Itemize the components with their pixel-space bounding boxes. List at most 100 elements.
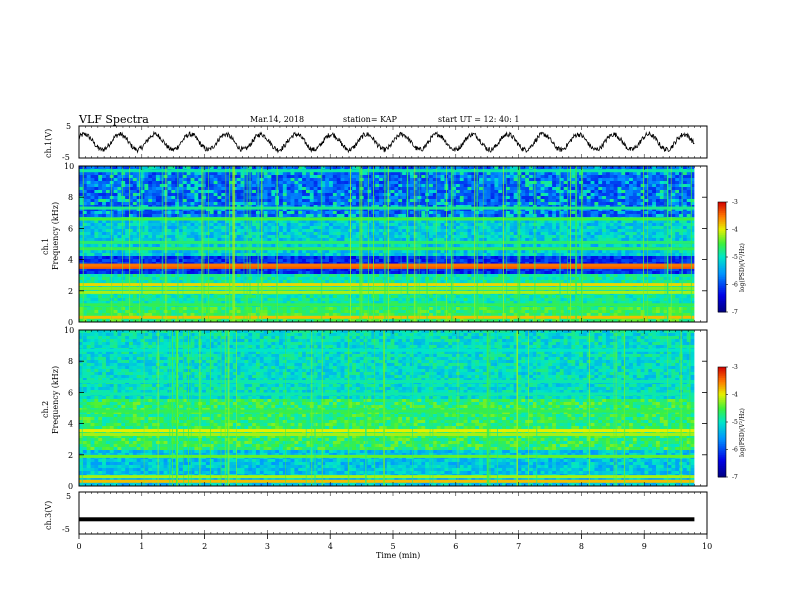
spectrogram-cell [105,250,111,254]
spectrogram-cell [309,226,315,230]
spectrogram-cell [409,193,415,197]
spectrogram-cell [175,211,180,215]
spectrogram-cell [205,196,211,200]
spectrogram-cell [198,214,203,218]
spectrogram-cell [244,187,249,191]
spectrogram-cell [282,238,288,242]
spectrogram-cell [617,256,622,260]
spectrogram-cell [144,172,149,176]
spectrogram-cell [409,190,415,194]
spectrogram-cell [98,187,103,191]
spectrogram-cell [155,181,161,185]
spectrogram-cell [79,208,84,212]
spectrogram-cell [332,256,338,260]
spectrogram-cell [629,202,634,206]
spectrogram-cell [502,229,507,233]
spectrogram-cell [305,178,311,182]
spectrogram-cell [667,208,672,212]
spectrogram-cell [602,184,607,188]
spectrogram-cell [490,166,495,170]
spectrogram-cell [267,175,272,179]
spectrogram-cell [205,208,211,212]
spectrogram-cell [429,220,434,224]
spectrogram-cell [375,178,380,182]
spectrogram-cell [205,211,211,215]
spectrogram-cell [594,253,599,257]
spectrogram-cell [263,211,268,215]
spectrogram-cell [267,250,272,254]
spectrogram-cell [294,190,299,194]
spectrogram-cell [594,199,599,203]
spectrogram-cell [217,166,222,170]
spectrogram-cell [555,214,561,218]
spectrogram-cell [675,226,680,230]
spectrogram-cell [486,244,491,248]
spectrogram-cell [329,214,334,218]
spectrogram-cell [455,190,461,194]
spectrogram-cell [229,250,234,254]
spectrogram-cell [486,220,491,224]
spectrogram-cell [413,253,418,257]
spectrogram-cell [652,220,657,224]
spectrogram-cell [182,172,188,176]
spectrogram-cell [125,199,130,203]
spectrogram-cell [521,187,526,191]
spectrogram-cell [263,214,268,218]
spectrogram-cell [652,193,657,197]
spectrogram-cell [325,181,330,185]
spectrogram-cell [594,256,599,260]
spectrogram-cell [240,211,245,215]
spectrogram-cell [98,220,103,224]
spectrogram-cell [279,238,284,242]
spectrogram-cell [190,250,195,254]
spectrogram-cell [244,181,249,185]
spectrogram-cell [79,250,84,254]
spectrogram-cell [279,199,284,203]
spectrogram-cell [536,199,541,203]
spectrogram-cell [125,181,130,185]
spectrogram-cell [505,184,511,188]
spectrogram-cell [663,172,668,176]
spectrogram-cell [605,223,611,227]
spectrogram-cell [129,166,134,170]
spectrogram-cell [536,187,541,191]
spectrogram-cell [559,166,565,170]
spectrogram-cell [205,202,211,206]
spectrogram-cell [690,229,695,233]
spectrogram-cell [194,229,199,233]
spectrogram-cell [494,256,499,260]
spectrogram-cell [282,235,288,239]
spectrogram-cell [663,223,668,227]
spectrogram-cell [440,214,445,218]
spectrogram-cell [632,229,638,233]
spectrogram-cell [675,214,680,218]
spectrogram-cell [632,223,638,227]
spectrogram-cell [529,202,534,206]
spectrogram-cell [144,256,149,260]
spectrogram-cell [452,175,457,179]
spectrogram-cell [225,166,230,170]
spectrogram-cell [675,187,680,191]
spectrogram-cell [263,208,268,212]
spectrogram-cell [636,220,641,224]
spectrogram-cell [129,187,134,191]
spectrogram-cell [271,172,276,176]
spectrogram-cell [394,226,399,230]
spectrogram-cell [240,193,245,197]
spectrogram-cell [417,229,422,233]
spectrogram-cell [286,214,291,218]
spectrogram-cell [302,214,307,218]
spectrogram-cell [540,172,545,176]
spectrogram-cell [682,253,688,257]
spectrogram-cell [509,178,515,182]
spectrogram-cell [486,190,491,194]
spectrogram-cell [171,235,176,239]
spectrogram-cell [594,232,599,236]
spectrogram-cell [594,244,599,248]
spectrogram-cell [605,214,611,218]
spectrogram-cell [321,211,326,215]
spectrogram-cell [117,256,122,260]
spectrogram-cell [498,196,503,200]
spectrogram-cell [90,178,95,182]
spectrogram-cell [548,214,553,218]
